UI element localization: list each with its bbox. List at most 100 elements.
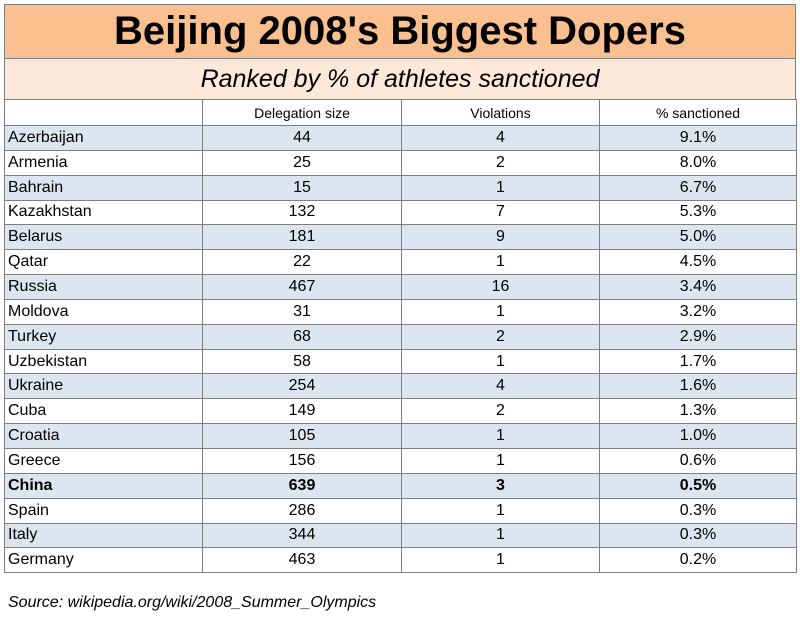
chart-subtitle: Ranked by % of athletes sanctioned <box>4 59 796 99</box>
cell-country: Moldova <box>4 298 203 325</box>
cell-delegation-size: 463 <box>202 547 402 574</box>
cell-violations: 7 <box>401 199 600 226</box>
cell-country: Uzbekistan <box>4 348 203 375</box>
cell-delegation-size: 344 <box>202 522 402 549</box>
header-row: Delegation size Violations % sanctioned <box>4 99 797 126</box>
table-row: Croatia 105 1 1.0% <box>4 423 797 449</box>
cell-violations: 1 <box>401 423 600 449</box>
header-pct-sanctioned: % sanctioned <box>599 99 797 126</box>
table-body: Azerbaijan 44 4 9.1% Armenia 25 2 8.0% Bahrain 15… <box>4 125 797 574</box>
header-violations: Violations <box>401 99 600 126</box>
cell-delegation-size: 58 <box>202 348 402 375</box>
table-row: Moldova 31 1 3.2% <box>4 298 797 325</box>
cell-violations: 1 <box>401 298 600 325</box>
cell-delegation-size: 254 <box>202 373 402 400</box>
cell-violations: 2 <box>401 149 600 176</box>
cell-violations: 2 <box>401 398 600 425</box>
cell-country: Qatar <box>4 249 203 276</box>
cell-violations: 3 <box>401 472 600 499</box>
cell-delegation-size: 105 <box>202 423 402 449</box>
table-row: Germany 463 1 0.2% <box>4 547 797 574</box>
cell-violations: 2 <box>401 323 600 350</box>
cell-pct-sanctioned: 9.1% <box>599 125 797 151</box>
cell-country: Greece <box>4 447 203 474</box>
cell-country: Russia <box>4 274 203 300</box>
table-row: Kazakhstan 132 7 5.3% <box>4 199 797 226</box>
cell-delegation-size: 15 <box>202 174 402 201</box>
cell-pct-sanctioned: 0.3% <box>599 497 797 524</box>
table-row: Uzbekistan 58 1 1.7% <box>4 348 797 375</box>
table-row: Russia 467 16 3.4% <box>4 274 797 300</box>
cell-violations: 9 <box>401 224 600 251</box>
cell-pct-sanctioned: 3.2% <box>599 298 797 325</box>
cell-violations: 1 <box>401 174 600 201</box>
table-row: Belarus 181 9 5.0% <box>4 224 797 251</box>
cell-pct-sanctioned: 0.2% <box>599 547 797 574</box>
cell-violations: 1 <box>401 249 600 276</box>
cell-pct-sanctioned: 5.3% <box>599 199 797 226</box>
cell-country: Croatia <box>4 423 203 449</box>
cell-country: Italy <box>4 522 203 549</box>
source-note: Source: wikipedia.org/wiki/2008_Summer_O… <box>8 594 377 611</box>
table-row: China 639 3 0.5% <box>4 472 797 499</box>
cell-country: Cuba <box>4 398 203 425</box>
cell-pct-sanctioned: 1.7% <box>599 348 797 375</box>
cell-pct-sanctioned: 6.7% <box>599 174 797 201</box>
cell-pct-sanctioned: 1.6% <box>599 373 797 400</box>
cell-violations: 4 <box>401 373 600 400</box>
table-row: Ukraine 254 4 1.6% <box>4 373 797 400</box>
cell-pct-sanctioned: 0.5% <box>599 472 797 499</box>
cell-country: Ukraine <box>4 373 203 400</box>
cell-delegation-size: 68 <box>202 323 402 350</box>
cell-pct-sanctioned: 1.3% <box>599 398 797 425</box>
cell-violations: 1 <box>401 348 600 375</box>
cell-delegation-size: 132 <box>202 199 402 226</box>
cell-pct-sanctioned: 8.0% <box>599 149 797 176</box>
cell-pct-sanctioned: 5.0% <box>599 224 797 251</box>
table-row: Qatar 22 1 4.5% <box>4 249 797 276</box>
cell-country: Belarus <box>4 224 203 251</box>
cell-delegation-size: 181 <box>202 224 402 251</box>
cell-country: Azerbaijan <box>4 125 203 151</box>
cell-pct-sanctioned: 4.5% <box>599 249 797 276</box>
cell-country: Kazakhstan <box>4 199 203 226</box>
cell-country: Germany <box>4 547 203 574</box>
cell-violations: 1 <box>401 497 600 524</box>
table-row: Turkey 68 2 2.9% <box>4 323 797 350</box>
cell-pct-sanctioned: 3.4% <box>599 274 797 300</box>
cell-pct-sanctioned: 0.3% <box>599 522 797 549</box>
cell-delegation-size: 286 <box>202 497 402 524</box>
cell-delegation-size: 25 <box>202 149 402 176</box>
cell-delegation-size: 22 <box>202 249 402 276</box>
cell-violations: 16 <box>401 274 600 300</box>
cell-country: Spain <box>4 497 203 524</box>
table-row: Italy 344 1 0.3% <box>4 522 797 549</box>
cell-country: China <box>4 472 203 499</box>
data-table: Delegation size Violations % sanctioned … <box>4 99 797 574</box>
cell-delegation-size: 44 <box>202 125 402 151</box>
cell-violations: 1 <box>401 522 600 549</box>
table-row: Cuba 149 2 1.3% <box>4 398 797 425</box>
chart-title: Beijing 2008's Biggest Dopers <box>4 4 796 59</box>
cell-pct-sanctioned: 2.9% <box>599 323 797 350</box>
cell-violations: 1 <box>401 547 600 574</box>
header-delegation-size: Delegation size <box>202 99 402 126</box>
cell-pct-sanctioned: 0.6% <box>599 447 797 474</box>
cell-country: Turkey <box>4 323 203 350</box>
cell-pct-sanctioned: 1.0% <box>599 423 797 449</box>
table-row: Armenia 25 2 8.0% <box>4 149 797 176</box>
cell-delegation-size: 467 <box>202 274 402 300</box>
cell-country: Bahrain <box>4 174 203 201</box>
cell-delegation-size: 639 <box>202 472 402 499</box>
header-country <box>4 99 203 126</box>
cell-delegation-size: 31 <box>202 298 402 325</box>
cell-violations: 4 <box>401 125 600 151</box>
table-row: Azerbaijan 44 4 9.1% <box>4 125 797 151</box>
cell-delegation-size: 156 <box>202 447 402 474</box>
cell-country: Armenia <box>4 149 203 176</box>
table-row: Bahrain 15 1 6.7% <box>4 174 797 201</box>
cell-violations: 1 <box>401 447 600 474</box>
table-row: Greece 156 1 0.6% <box>4 447 797 474</box>
table-row: Spain 286 1 0.3% <box>4 497 797 524</box>
